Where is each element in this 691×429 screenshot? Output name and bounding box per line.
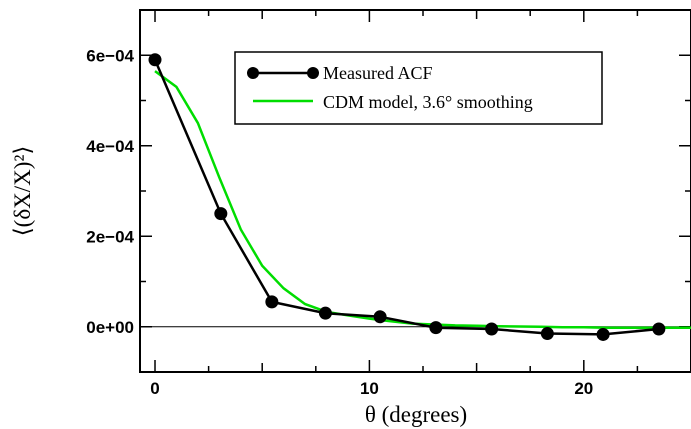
legend-box (234, 51, 603, 125)
x-tick-label: 10 (360, 379, 379, 398)
measured-acf-point (265, 295, 279, 309)
measured-acf-point (373, 310, 387, 324)
legend-label-measured: Measured ACF (323, 63, 433, 83)
measured-acf-point (540, 327, 554, 341)
measured-acf-point (596, 327, 610, 341)
y-axis-title: ⟨(δX/X)²⟩ (10, 146, 35, 237)
measured-acf-point (148, 53, 162, 67)
y-axis: 0e+00 2e−04 4e−04 6e−04 (86, 9, 691, 373)
legend-label-cdm: CDM model, 3.6° smoothing (323, 92, 533, 112)
x-axis: 0 10 20 (150, 10, 691, 398)
measured-acf-point (318, 306, 332, 320)
measured-acf-point (485, 322, 499, 336)
x-tick-label: 0 (150, 379, 159, 398)
measured-acf-point (652, 322, 666, 336)
series-measured-acf-line (153, 59, 659, 336)
y-tick-label: 0e+00 (86, 318, 134, 337)
legend-marker-measured-left (247, 67, 259, 79)
measured-acf-point (214, 207, 228, 221)
legend: Measured ACF CDM model, 3.6° smoothing (234, 51, 603, 125)
y-tick-label: 4e−04 (86, 137, 134, 156)
y-tick-label: 2e−04 (86, 227, 134, 246)
series-measured-acf-points (148, 53, 666, 341)
y-tick-label: 6e−04 (86, 46, 134, 65)
x-axis-title: θ (degrees) (365, 402, 467, 427)
x-tick-label: 20 (574, 379, 593, 398)
legend-marker-measured-right (307, 67, 319, 79)
measured-acf-point (429, 321, 443, 335)
